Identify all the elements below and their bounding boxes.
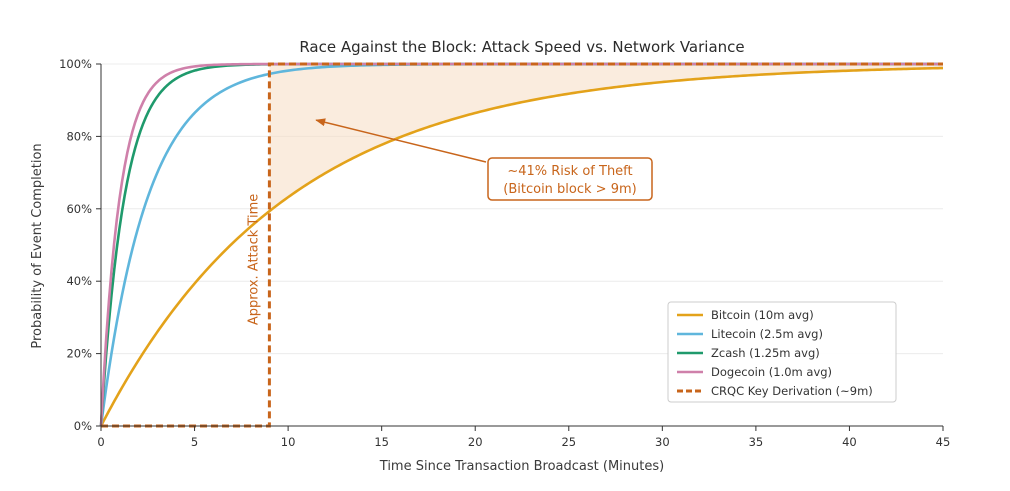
y-tick-label-5: 100% bbox=[59, 57, 92, 71]
y-tick-label-4: 80% bbox=[66, 129, 92, 143]
legend-label-0: Bitcoin (10m avg) bbox=[711, 308, 814, 322]
y-axis-label: Probability of Event Completion bbox=[30, 143, 45, 348]
y-tick-label-0: 0% bbox=[74, 419, 92, 433]
annotation-line-1: ~41% Risk of Theft bbox=[507, 164, 632, 179]
axes bbox=[100, 64, 943, 427]
x-tick-label-25: 25 bbox=[561, 435, 576, 449]
legend-box bbox=[667, 301, 897, 403]
x-tick-label-20: 20 bbox=[468, 435, 483, 449]
x-tick-label-30: 30 bbox=[655, 435, 670, 449]
x-tick-label-15: 15 bbox=[374, 435, 389, 449]
x-tick-label-40: 40 bbox=[842, 435, 857, 449]
risk-shaded-region bbox=[269, 64, 943, 212]
x-tick-label-35: 35 bbox=[749, 435, 764, 449]
legend-label-4: CRQC Key Derivation (~9m) bbox=[711, 384, 873, 398]
y-tick-label-1: 20% bbox=[66, 347, 92, 361]
risk-annotation: ~41% Risk of Theft (Bitcoin block > 9m) bbox=[315, 118, 653, 201]
legend-label-1: Litecoin (2.5m avg) bbox=[711, 327, 823, 341]
x-axis-label: Time Since Transaction Broadcast (Minute… bbox=[379, 459, 664, 474]
legend: Bitcoin (10m avg) Litecoin (2.5m avg) Zcas… bbox=[667, 301, 897, 403]
chart-title: Race Against the Block: Attack Speed vs.… bbox=[299, 38, 744, 56]
y-tick-label-2: 40% bbox=[66, 274, 92, 288]
annotation-line-2: (Bitcoin block > 9m) bbox=[503, 182, 636, 197]
x-tick-label-0: 0 bbox=[97, 435, 104, 449]
ticks: 0 5 10 15 20 25 30 35 40 45 0% 20% 40% 60% 80% 100% bbox=[59, 57, 950, 449]
y-tick-label-3: 60% bbox=[66, 202, 92, 216]
annotation-arrow bbox=[315, 118, 487, 163]
series-line-0 bbox=[99, 66, 944, 427]
series-group bbox=[99, 62, 944, 428]
annotation-box bbox=[487, 157, 653, 201]
legend-label-3: Dogecoin (1.0m avg) bbox=[711, 365, 832, 379]
x-tick-label-45: 45 bbox=[936, 435, 951, 449]
legend-label-2: Zcash (1.25m avg) bbox=[711, 346, 820, 360]
attack-time-label: Approx. Attack Time bbox=[246, 194, 261, 325]
x-tick-label-5: 5 bbox=[191, 435, 198, 449]
x-tick-label-10: 10 bbox=[281, 435, 296, 449]
